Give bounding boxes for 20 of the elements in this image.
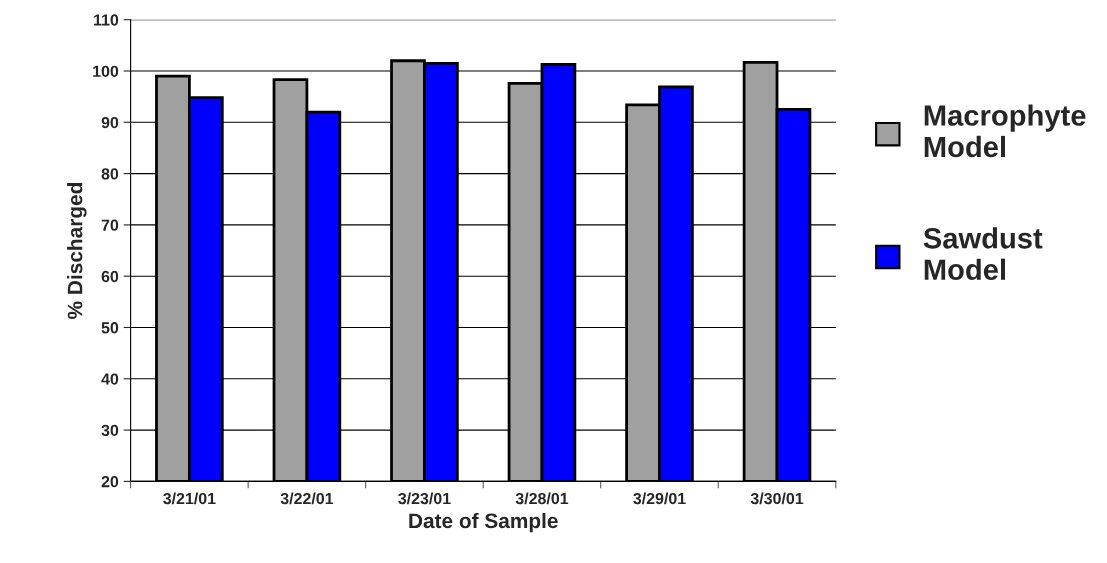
x-tick-label: 3/29/01 <box>633 492 686 505</box>
x-tick-label: 3/23/01 <box>398 492 451 505</box>
x-tick-label: 3/22/01 <box>280 492 334 505</box>
y-tick-label: 100 <box>93 65 119 77</box>
y-tick-label: 110 <box>94 14 119 26</box>
legend-label: Sawdust Model <box>923 227 1043 281</box>
x-tick-label: 3/21/01 <box>163 492 216 505</box>
y-axis-title: % Discharged <box>67 183 87 319</box>
y-tick-label: 50 <box>101 322 119 334</box>
x-tick-label: 3/30/01 <box>750 492 804 505</box>
y-tick-label: 60 <box>101 270 119 283</box>
y-tick-label: 20 <box>101 476 119 488</box>
x-axis-title: Date of Sample <box>409 512 558 533</box>
y-tick-label: 30 <box>101 424 119 437</box>
y-tick-label: 80 <box>101 168 119 180</box>
legend-label: Macrophyte Model <box>924 104 1086 158</box>
y-tick-label: 70 <box>101 219 119 231</box>
y-tick-label: 40 <box>101 373 119 385</box>
x-tick-label: 3/28/01 <box>515 492 569 505</box>
y-tick-label: 90 <box>101 116 119 129</box>
